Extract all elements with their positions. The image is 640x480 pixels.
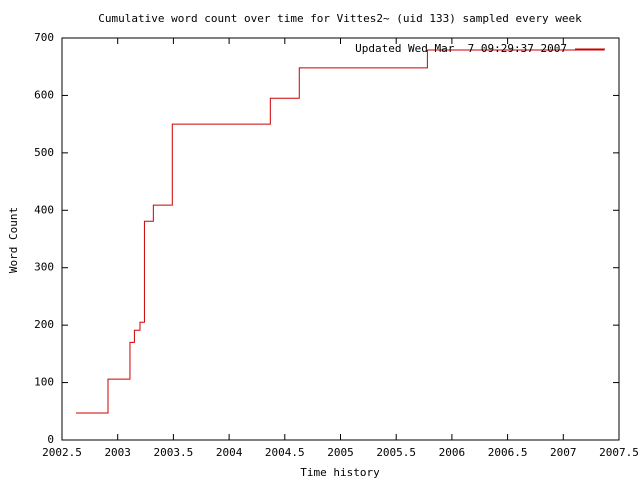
x-tick-label: 2006 [439, 446, 466, 459]
y-tick-label: 300 [34, 261, 54, 274]
data-line [76, 49, 605, 414]
x-tick-label: 2006.5 [488, 446, 528, 459]
y-tick-label: 200 [34, 318, 54, 331]
x-tick-label: 2002.5 [42, 446, 82, 459]
x-tick-label: 2004 [216, 446, 243, 459]
y-tick-label: 700 [34, 31, 54, 44]
x-tick-label: 2003.5 [154, 446, 194, 459]
x-tick-label: 2004.5 [265, 446, 305, 459]
y-tick-label: 500 [34, 146, 54, 159]
y-tick-label: 600 [34, 88, 54, 101]
y-axis-label: Word Count [7, 207, 20, 273]
y-tick-label: 100 [34, 376, 54, 389]
plot-border [61, 37, 620, 441]
x-tick-label: 2007.5 [599, 446, 639, 459]
x-tick-label: 2005 [327, 446, 354, 459]
legend-label: Updated Wed Mar 7 09:29:37 2007 [355, 42, 567, 55]
x-tick-label: 2003 [104, 446, 131, 459]
x-axis-label: Time history [300, 466, 380, 479]
y-tick-label: 0 [47, 433, 54, 446]
x-tick-label: 2005.5 [376, 446, 416, 459]
chart-title: Cumulative word count over time for Vitt… [98, 12, 582, 25]
x-tick-label: 2007 [550, 446, 577, 459]
y-tick-label: 400 [34, 203, 54, 216]
